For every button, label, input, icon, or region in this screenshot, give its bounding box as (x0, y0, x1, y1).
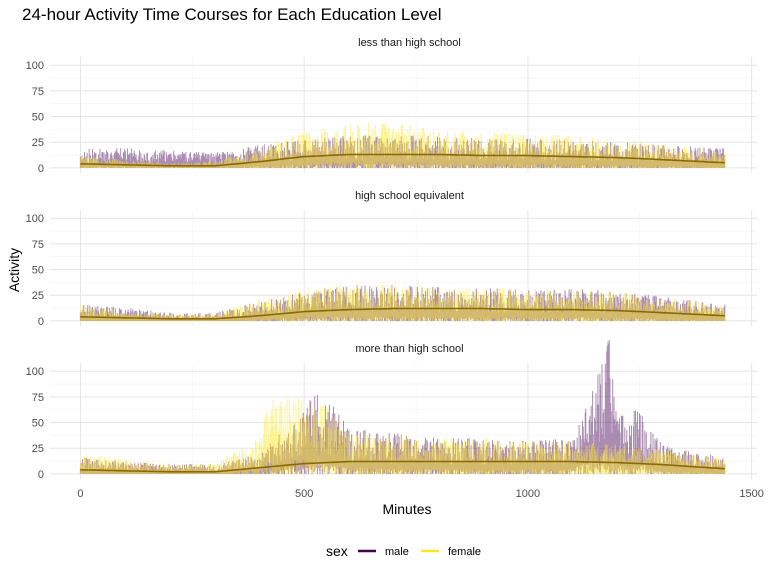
x-tick-label: 1500 (739, 488, 763, 500)
x-tick-label: 500 (295, 488, 313, 500)
y-tick-label: 25 (32, 443, 44, 455)
x-tick-label: 0 (77, 488, 83, 500)
facet-strip-label: high school equivalent (355, 190, 464, 202)
series-female-trace (79, 122, 726, 168)
y-tick-label: 100 (26, 60, 44, 72)
y-axis-title: Activity (6, 248, 22, 292)
y-tick-label: 75 (32, 392, 44, 404)
smooth-trend-line (80, 307, 725, 320)
facet-panel-3: more than high school 0 25 50 75 100 (26, 340, 757, 481)
facet-strip-label: more than high school (355, 343, 463, 355)
y-tick-label: 50 (32, 418, 44, 430)
chart-title: 24-hour Activity Time Courses for Each E… (22, 5, 442, 24)
x-axis-ticks: 0 500 1000 1500 (77, 488, 764, 500)
facet-panel-2: high school equivalent 0 25 50 75 100 (26, 190, 757, 328)
y-tick-label: 0 (38, 469, 44, 481)
x-tick-label: 1000 (516, 488, 540, 500)
smooth-trend-line (80, 153, 725, 167)
y-tick-label: 25 (32, 290, 44, 302)
facet-panel-1: less than high school 0 25 50 75 100 (26, 37, 757, 175)
y-tick-label: 25 (32, 137, 44, 149)
y-tick-label: 50 (32, 265, 44, 277)
y-tick-label: 0 (38, 316, 44, 328)
y-tick-label: 100 (26, 213, 44, 225)
legend: sex male female (326, 543, 481, 559)
x-axis-title: Minutes (382, 501, 431, 517)
y-tick-label: 0 (38, 163, 44, 175)
legend-label-female: female (448, 546, 481, 558)
legend-title: sex (326, 543, 348, 559)
legend-label-male: male (385, 546, 409, 558)
y-tick-label: 75 (32, 239, 44, 251)
y-tick-label: 75 (32, 86, 44, 98)
smooth-trend-line (80, 460, 725, 473)
y-tick-label: 100 (26, 366, 44, 378)
y-tick-label: 50 (32, 112, 44, 124)
facet-strip-label: less than high school (358, 37, 461, 49)
